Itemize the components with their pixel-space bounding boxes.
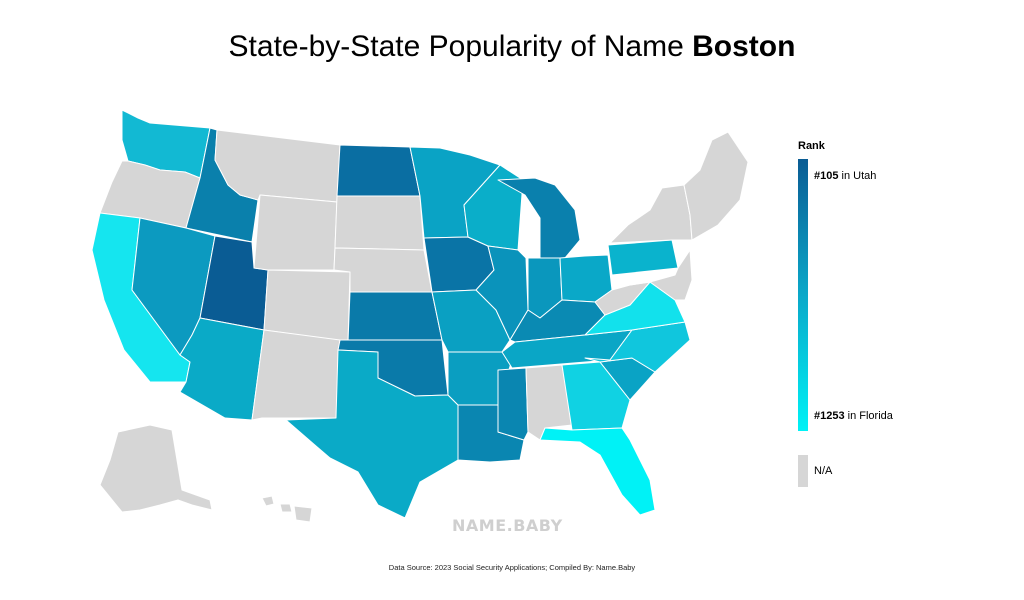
state-nc (584, 321, 691, 373)
state-pa (607, 239, 679, 276)
legend-top-rank: #105 (814, 170, 839, 182)
state-ak (99, 424, 213, 513)
state-ny (609, 184, 693, 244)
legend-top-label: #105 in Utah (814, 170, 876, 182)
legend-title: Rank (798, 140, 825, 152)
state-hi (261, 495, 313, 523)
state-md-de-nj (629, 249, 693, 301)
map-title-prefix: State-by-State Popularity of Name (228, 30, 693, 63)
state-wy (253, 194, 338, 271)
watermark-logo: NAME.BABY (452, 516, 563, 535)
states-group (91, 109, 749, 523)
map-title: State-by-State Popularity of Name Boston (0, 30, 1024, 64)
state-wi (463, 164, 523, 251)
state-tx (285, 349, 459, 519)
legend-bottom-rank: #1253 (814, 410, 845, 422)
state-sd (334, 195, 425, 251)
legend-color-scale (798, 159, 808, 431)
legend-na-label: N/A (814, 465, 833, 477)
legend-bottom-suffix: in Florida (844, 410, 893, 422)
state-nm (251, 329, 341, 421)
legend-bottom-label: #1253 in Florida (814, 410, 893, 422)
map-title-name: Boston (692, 30, 796, 63)
state-ks (347, 291, 443, 343)
legend-top-suffix: in Utah (838, 170, 877, 182)
legend-na-swatch (798, 455, 808, 487)
state-ms (497, 367, 529, 441)
state-new-england (683, 131, 749, 241)
legend: Rank #105 in Utah #1253 in Florida N/A (798, 140, 998, 490)
state-az (179, 317, 265, 421)
data-source-note: Data Source: 2023 Social Security Applic… (388, 563, 636, 572)
state-nd (336, 144, 421, 197)
state-mi (497, 177, 581, 261)
state-fl (539, 427, 656, 516)
